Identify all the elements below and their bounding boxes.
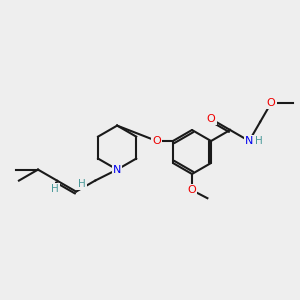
Text: O: O: [152, 136, 161, 146]
Text: O: O: [267, 98, 275, 108]
Text: H: H: [255, 136, 263, 146]
Text: N: N: [113, 165, 121, 175]
Text: O: O: [188, 185, 196, 195]
Text: O: O: [207, 114, 215, 124]
Text: H: H: [51, 184, 59, 194]
Text: H: H: [78, 178, 86, 189]
Text: N: N: [245, 136, 253, 146]
